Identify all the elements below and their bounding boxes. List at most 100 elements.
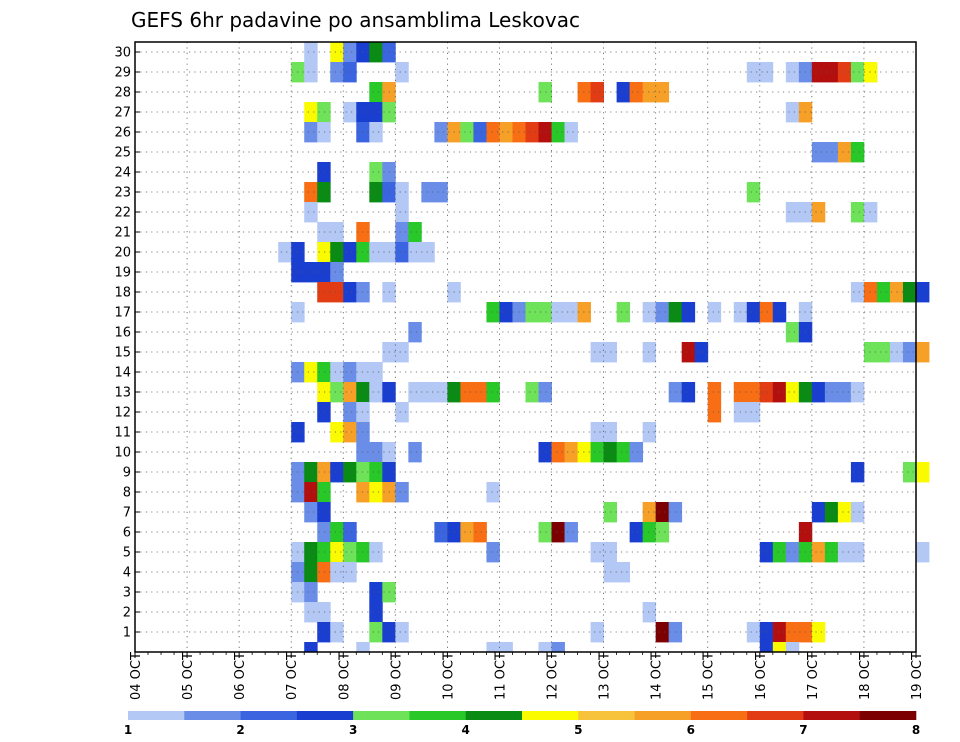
y-tick-label: 5	[123, 546, 131, 561]
heatmap-cell	[863, 202, 878, 223]
heatmap-cell	[434, 122, 448, 143]
colorbar: 1234567810121520	[124, 711, 920, 737]
y-tick-label: 22	[114, 206, 131, 221]
heatmap-cell	[850, 202, 865, 223]
heatmap-cell	[590, 622, 604, 643]
heatmap-cell	[304, 262, 318, 283]
heatmap-cell	[369, 602, 383, 623]
x-tick-label: 18 OCT	[858, 652, 873, 700]
heatmap-cell	[304, 582, 318, 603]
heatmap-cell	[317, 402, 331, 423]
heatmap-cell	[395, 222, 409, 243]
heatmap-cell	[525, 382, 539, 403]
heatmap-cell	[694, 342, 709, 363]
y-tick-label: 14	[114, 366, 131, 381]
heatmap-cell	[304, 542, 318, 563]
heatmap-cell	[642, 502, 657, 523]
heatmap-cell	[564, 442, 578, 463]
heatmap-cell	[785, 622, 800, 643]
heatmap-cell	[863, 342, 878, 363]
y-tick-label: 13	[114, 386, 131, 401]
heatmap-cell	[551, 122, 565, 143]
colorbar-swatch	[522, 711, 579, 720]
heatmap-cell	[434, 522, 448, 543]
heatmap-cell	[916, 542, 930, 563]
heatmap-cell	[785, 382, 800, 403]
heatmap-cell	[343, 462, 357, 483]
y-tick-label: 10	[114, 446, 131, 461]
heatmap-cell	[369, 82, 383, 103]
heatmap-cell	[369, 622, 383, 643]
heatmap-cell	[304, 362, 318, 383]
heatmap-cell	[330, 62, 344, 83]
heatmap-cell	[330, 422, 344, 443]
heatmap-cell	[681, 382, 696, 403]
heatmap-cell	[916, 342, 930, 363]
colorbar-label: 3	[349, 723, 357, 737]
heatmap-cell	[681, 342, 696, 363]
y-tick-label: 19	[114, 266, 131, 281]
heatmap-cell	[525, 122, 539, 143]
heatmap-cell	[642, 602, 657, 623]
heatmap-cell	[811, 382, 826, 403]
colorbar-swatch	[747, 711, 804, 720]
heatmap-cell	[824, 62, 839, 83]
heatmap-cell	[551, 522, 565, 543]
x-tick-label: 05 OCT	[181, 652, 196, 700]
heatmap-cell	[343, 242, 357, 263]
heatmap-cell	[772, 622, 787, 643]
heatmap-cell	[746, 62, 761, 83]
heatmap-cell	[304, 482, 318, 503]
heatmap-cell	[369, 182, 383, 203]
heatmap-cell	[916, 282, 930, 303]
heatmap-cell	[369, 42, 383, 63]
heatmap-cell	[538, 642, 552, 652]
heatmap-cell	[395, 402, 409, 423]
heatmap-cell	[304, 202, 318, 223]
heatmap-cell	[343, 422, 357, 443]
heatmap-cell	[590, 442, 604, 463]
heatmap-cell	[317, 562, 331, 583]
heatmap-cell	[330, 222, 344, 243]
heatmap-cell	[421, 242, 435, 263]
y-tick-label: 28	[114, 86, 131, 101]
heatmap-cell	[369, 242, 383, 263]
x-tick-label: 06 OCT	[233, 652, 248, 700]
heatmap-cell	[317, 282, 331, 303]
heatmap-cell	[564, 122, 578, 143]
heatmap-cell	[759, 62, 774, 83]
heatmap-cell	[304, 602, 318, 623]
colorbar-label: 1	[124, 723, 132, 737]
heatmap-cell	[850, 382, 865, 403]
heatmap-cell	[655, 502, 670, 523]
heatmap-cell	[811, 62, 826, 83]
y-tick-label: 1	[123, 626, 131, 641]
x-tick-label: 11 OCT	[493, 652, 508, 700]
heatmap-cell	[564, 522, 578, 543]
heatmap-cell	[759, 302, 774, 323]
heatmap-cell	[408, 242, 422, 263]
y-tick-label: 7	[123, 506, 131, 521]
heatmap-cell	[551, 302, 565, 323]
y-tick-label: 29	[114, 66, 131, 81]
heatmap-cell	[317, 622, 331, 643]
heatmap-cell	[642, 302, 657, 323]
colorbar-swatch	[240, 711, 298, 720]
heatmap-cell	[317, 162, 331, 183]
heatmap-cell	[330, 562, 344, 583]
heatmap-cell	[642, 522, 657, 543]
heatmap-cell	[772, 302, 787, 323]
heatmap-cell	[863, 62, 878, 83]
heatmap-cell	[330, 622, 344, 643]
y-tick-label: 9	[123, 466, 131, 481]
heatmap-cell	[343, 522, 357, 543]
heatmap-cell	[642, 422, 657, 443]
heatmap-cell	[304, 42, 318, 63]
heatmap-cell	[369, 582, 383, 603]
heatmap-cell	[759, 542, 774, 563]
x-tick-label: 07 OCT	[285, 652, 300, 700]
heatmap-cell	[460, 382, 474, 403]
heatmap-cell	[317, 502, 331, 523]
y-tick-label: 26	[114, 126, 131, 141]
x-axis-ticks: 04 OCT 05 OCT 06 OCT 07 OCT 08 OCT 09 OCT 10 O…	[129, 652, 925, 700]
